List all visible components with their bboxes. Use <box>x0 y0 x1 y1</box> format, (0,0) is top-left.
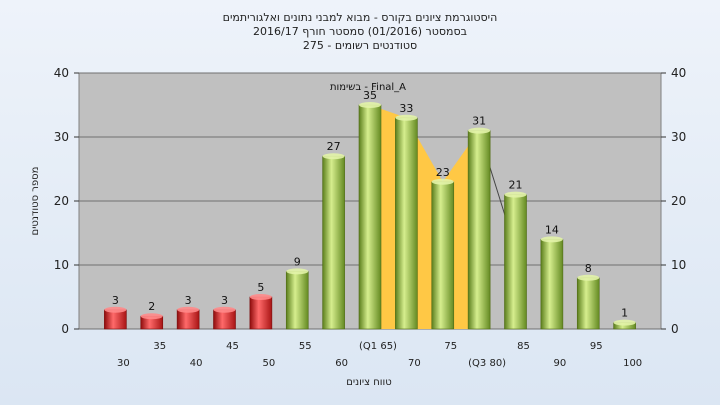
bar-8 <box>395 117 418 330</box>
bar-13 <box>576 277 600 330</box>
bar-cap-8 <box>395 114 418 121</box>
y-tick-label-left-1: 10 <box>54 258 69 272</box>
x-tick-label-14: 100 <box>623 358 642 369</box>
x-axis-title: טווח ציונים <box>346 377 391 388</box>
value-label-9: 23 <box>436 166 450 179</box>
y-tick-label-right-4: 40 <box>671 66 686 80</box>
bar-cap-0 <box>104 306 127 313</box>
x-tick-label-4: 50 <box>263 358 276 369</box>
chart-annotation: בשימות - Final_A <box>330 82 406 93</box>
bar-11 <box>504 194 527 330</box>
x-tick-label-6: 60 <box>335 358 348 369</box>
y-tick-label-right-3: 30 <box>671 130 686 144</box>
y-axis-right: 0 10 20 30 40 <box>661 66 686 336</box>
bar-5 <box>285 271 309 330</box>
y-tick-label-left-0: 0 <box>61 322 69 336</box>
bar-cap-7 <box>359 102 381 108</box>
y-tick-label-left-2: 20 <box>54 194 69 208</box>
bar-10 <box>467 130 491 330</box>
bar-cap-6 <box>322 153 345 160</box>
y-tick-label-right-1: 10 <box>671 258 686 272</box>
bar-cap-2 <box>177 306 200 313</box>
value-label-10: 31 <box>472 115 486 128</box>
value-label-6: 27 <box>327 140 341 153</box>
y-tick-label-right-0: 0 <box>671 322 679 336</box>
bar-9 <box>431 181 455 330</box>
x-axis: 30 35 40 45 50 55 60 (Q1 65) 70 75 (Q3 80) 85 90 95 10… <box>117 341 642 369</box>
bar-cap-14 <box>613 319 636 326</box>
value-label-11: 21 <box>509 179 523 192</box>
bar-7 <box>358 104 382 330</box>
bar-cap-1 <box>140 313 163 320</box>
value-label-1: 2 <box>148 300 155 313</box>
y-tick-label-left-3: 30 <box>54 130 69 144</box>
bar-cap-12 <box>540 236 563 243</box>
chart-title: היסטוגרמת ציונים בקורס - מבוא למבני נתונ… <box>223 11 498 52</box>
value-label-4: 5 <box>257 281 264 294</box>
bar-12 <box>540 239 564 330</box>
y-axis-left: 0 10 20 30 40 <box>54 66 79 336</box>
x-tick-label-12: 90 <box>554 358 567 369</box>
bar-cap-4 <box>249 294 272 300</box>
bar-cap-3 <box>213 306 236 313</box>
value-label-0: 3 <box>112 294 119 307</box>
value-label-7: 35 <box>363 89 377 102</box>
x-tick-label-8: 70 <box>408 358 421 369</box>
x-tick-label-5: 55 <box>299 341 312 352</box>
value-label-2: 3 <box>185 294 192 307</box>
bar-cap-10 <box>468 127 491 134</box>
value-label-14: 1 <box>621 307 628 320</box>
y-tick-label-right-2: 20 <box>671 194 686 208</box>
chart-title-line-2: בסמסטר (01/2016) סמסטר חורף 2016/17 <box>253 25 467 38</box>
x-tick-label-3: 45 <box>226 341 239 352</box>
value-label-5: 9 <box>294 255 301 268</box>
bar-cap-5 <box>286 268 309 275</box>
iqr-band-area <box>359 105 491 329</box>
x-tick-label-2: 40 <box>190 358 203 369</box>
x-tick-label-10: (Q3 80) <box>468 358 506 369</box>
bar-6 <box>322 155 345 330</box>
x-tick-label-0: 30 <box>117 358 130 369</box>
value-label-8: 33 <box>399 102 413 115</box>
x-tick-label-11: 85 <box>517 341 530 352</box>
bars <box>104 102 636 330</box>
value-label-13: 8 <box>585 262 592 275</box>
value-label-12: 14 <box>545 223 559 236</box>
chart-title-line-3: סטודנטים רשומים - 275 <box>303 39 417 52</box>
bar-4 <box>249 296 273 330</box>
x-tick-label-13: 95 <box>590 341 603 352</box>
chart-title-line-1: היסטוגרמת ציונים בקורס - מבוא למבני נתונ… <box>223 11 498 24</box>
x-tick-label-9: 75 <box>444 341 457 352</box>
y-axis-title: מספר סטודנטים <box>30 167 41 236</box>
bar-cap-9 <box>431 178 454 185</box>
bar-cap-13 <box>577 274 600 281</box>
x-tick-label-7: (Q1 65) <box>359 341 397 352</box>
bar-cap-11 <box>504 191 527 198</box>
x-tick-label-1: 35 <box>153 341 166 352</box>
y-tick-label-left-4: 40 <box>54 66 69 80</box>
value-label-3: 3 <box>221 294 228 307</box>
